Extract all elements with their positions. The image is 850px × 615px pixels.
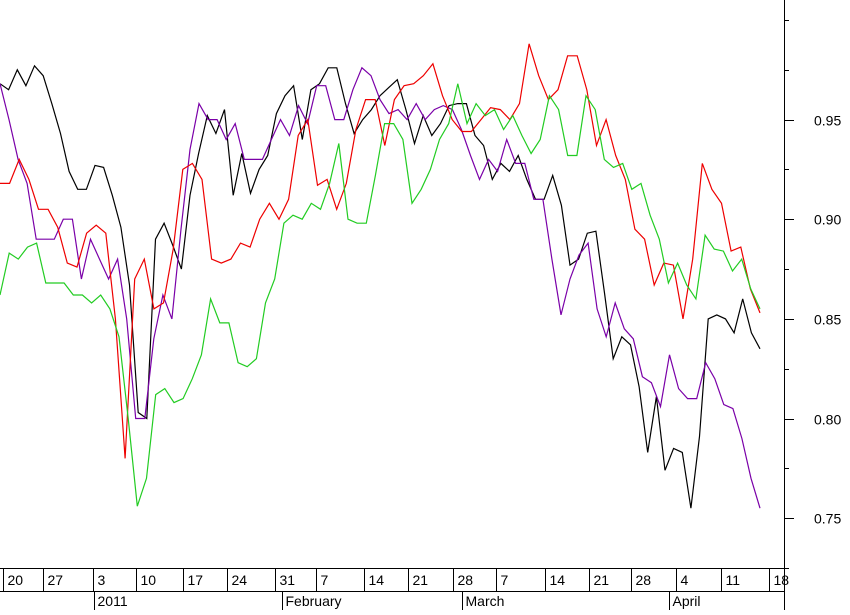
- x-day-label: 7: [501, 572, 509, 588]
- x-period-label: April: [673, 593, 701, 609]
- x-day-label: 28: [636, 572, 652, 588]
- x-day-label: 28: [458, 572, 474, 588]
- x-day-label: 14: [369, 572, 385, 588]
- x-day-label: 27: [48, 572, 64, 588]
- x-day-label: 24: [232, 572, 248, 588]
- y-tick-label: 0.85: [814, 312, 841, 328]
- series-line-3: [0, 43, 761, 459]
- series-line-2: [0, 66, 761, 509]
- x-period-label: February: [286, 593, 342, 609]
- y-tick-label: 0.80: [814, 412, 841, 428]
- x-day-label: 11: [726, 572, 741, 588]
- x-period-label: 2011: [98, 593, 128, 609]
- series-line-1: [0, 64, 761, 509]
- x-day-label: 17: [188, 572, 204, 588]
- x-day-label: 20: [8, 572, 24, 588]
- x-day-label: 4: [681, 572, 689, 588]
- x-day-label: 31: [280, 572, 296, 588]
- y-tick-label: 0.75: [814, 511, 841, 527]
- x-day-label: 10: [141, 572, 157, 588]
- y-tick-label: 0.95: [814, 113, 841, 129]
- x-day-label: 3: [98, 572, 106, 588]
- series-layer: [0, 43, 761, 509]
- x-period-label: March: [466, 593, 505, 609]
- y-tick-label: 0.90: [814, 212, 841, 228]
- x-day-label: 18: [774, 572, 790, 588]
- x-day-label: 21: [594, 572, 610, 588]
- x-day-label: 7: [321, 572, 329, 588]
- x-day-label: 14: [550, 572, 566, 588]
- x-day-label: 21: [413, 572, 429, 588]
- series-line-4: [0, 83, 761, 507]
